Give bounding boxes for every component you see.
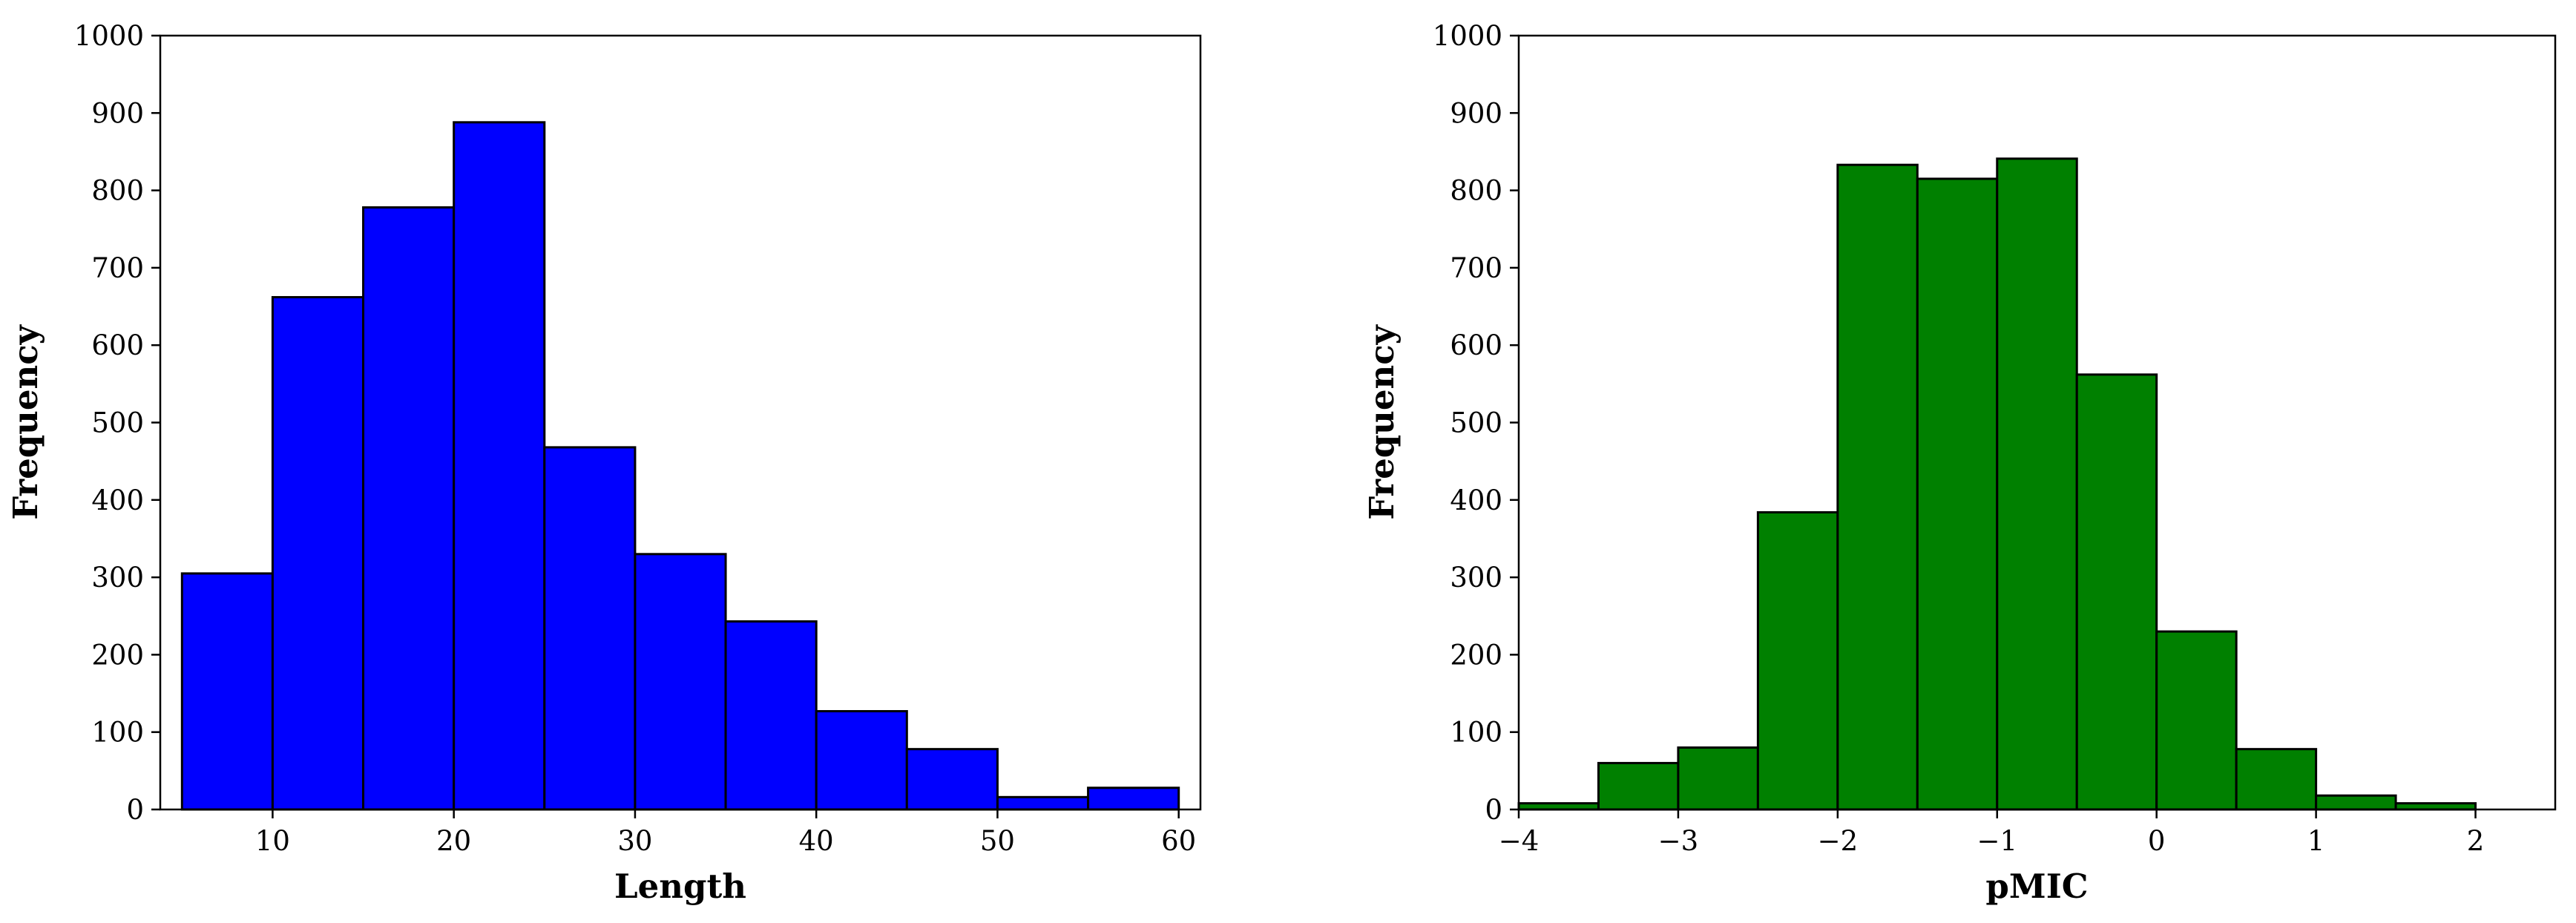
pmic-ytick-label-1: 100 [1450, 717, 1502, 749]
length-bar-5 [634, 553, 727, 811]
pmic-ytick-label-0: 0 [1485, 794, 1502, 826]
length-bar-4 [543, 446, 637, 811]
pmic-bar-4 [1836, 163, 1919, 811]
pmic-xtick-label-4: 0 [2148, 825, 2166, 857]
length-bar-2 [362, 206, 456, 811]
pmic-ytick-label-3: 300 [1450, 562, 1502, 594]
pmic-bar-11 [2394, 802, 2477, 811]
length-xtick-label-4: 50 [980, 825, 1015, 857]
length-xtick-label-3: 40 [799, 825, 834, 857]
length-bar-3 [453, 121, 546, 811]
length-ytick-label-6: 600 [91, 329, 144, 361]
length-bar-6 [724, 620, 818, 811]
length-y-axis-label: Frequency [6, 323, 45, 519]
length-bar-9 [996, 795, 1090, 811]
length-ytick-label-5: 500 [91, 407, 144, 439]
length-xtick-label-0: 10 [255, 825, 290, 857]
pmic-bar-10 [2315, 794, 2397, 811]
length-ytick-label-3: 300 [91, 562, 144, 594]
length-bar-10 [1087, 786, 1180, 811]
pmic-bar-0 [1517, 802, 1600, 811]
pmic-bar-9 [2235, 748, 2318, 811]
length-bar-8 [905, 748, 999, 811]
length-bar-7 [815, 710, 908, 811]
pmic-bar-5 [1916, 177, 1999, 811]
length-xtick-label-1: 20 [436, 825, 471, 857]
pmic-ytick-label-5: 500 [1450, 407, 1502, 439]
pmic-ytick-label-10: 1000 [1433, 20, 1502, 52]
length-bar-0 [180, 572, 274, 811]
pmic-bar-7 [2075, 373, 2158, 811]
pmic-bar-8 [2155, 630, 2238, 811]
pmic-ytick-label-2: 200 [1450, 639, 1502, 671]
length-x-axis-label: Length [614, 867, 746, 906]
length-ytick-label-10: 1000 [74, 20, 144, 52]
pmic-x-axis-label: pMIC [1985, 867, 2088, 906]
length-ytick-label-0: 0 [126, 794, 144, 826]
pmic-bar-6 [1996, 157, 2078, 811]
pmic-xtick-label-5: 1 [2307, 825, 2325, 857]
pmic-ytick-label-4: 400 [1450, 485, 1502, 516]
pmic-xtick-label-1: −3 [1658, 825, 1699, 857]
length-ytick-label-9: 900 [91, 97, 144, 129]
pmic-histogram-panel: 0 100 200 300 400 500 600 700 800 900 1000 −4 −3 −2 −1… [1362, 20, 2557, 906]
length-xtick-label-5: 60 [1161, 825, 1196, 857]
pmic-bar-3 [1756, 510, 1839, 811]
pmic-bar-2 [1677, 746, 1759, 811]
length-bar-1 [271, 296, 365, 811]
pmic-xtick-label-2: −2 [1818, 825, 1859, 857]
pmic-ytick-label-8: 800 [1450, 175, 1502, 207]
length-ytick-label-1: 100 [91, 717, 144, 749]
pmic-ytick-label-7: 700 [1450, 252, 1502, 284]
length-ytick-label-4: 400 [91, 485, 144, 516]
pmic-y-axis-label: Frequency [1362, 323, 1402, 519]
length-ytick-label-8: 800 [91, 175, 144, 207]
pmic-bar-1 [1597, 761, 1680, 811]
length-histogram-panel: 0 100 200 300 400 500 600 700 800 900 1000 10 20 30 40… [6, 20, 1202, 906]
length-xtick-label-2: 30 [617, 825, 652, 857]
length-ytick-label-7: 700 [91, 252, 144, 284]
pmic-xtick-label-3: −1 [1977, 825, 2017, 857]
pmic-ytick-label-6: 600 [1450, 329, 1502, 361]
length-ytick-label-2: 200 [91, 639, 144, 671]
pmic-xtick-label-6: 2 [2467, 825, 2485, 857]
pmic-xtick-label-0: −4 [1499, 825, 1540, 857]
pmic-ytick-label-9: 900 [1450, 97, 1502, 129]
